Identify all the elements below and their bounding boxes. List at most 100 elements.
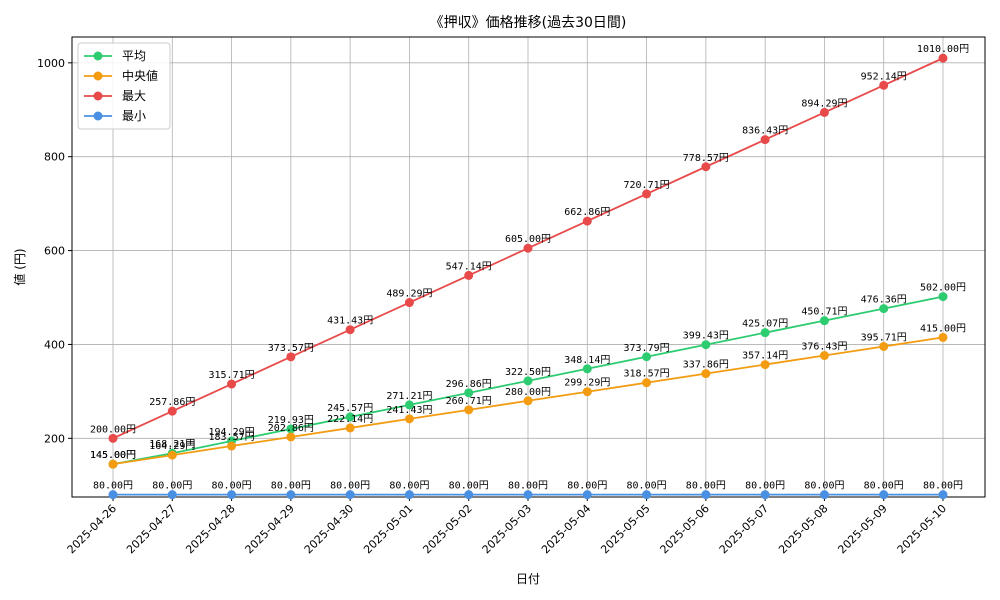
data-label: 80.00円	[152, 481, 192, 492]
y-axis-label: 値 (円)	[12, 248, 27, 285]
data-point	[760, 360, 770, 370]
data-label: 315.71円	[209, 370, 255, 381]
data-label: 373.57円	[268, 343, 314, 354]
x-tick-label: 2025-05-03	[480, 502, 534, 556]
data-point	[938, 332, 948, 342]
data-point	[345, 423, 355, 433]
data-label: 720.71円	[624, 180, 670, 191]
data-point	[345, 490, 355, 500]
y-tick-label: 1000	[37, 57, 65, 70]
data-label: 80.00円	[627, 481, 667, 492]
legend-entry-label: 平均	[122, 49, 146, 63]
data-label: 80.00円	[212, 481, 252, 492]
x-tick-label: 2025-05-06	[658, 502, 712, 556]
data-point	[464, 405, 474, 415]
data-point	[108, 490, 118, 500]
y-tick-label: 600	[44, 245, 65, 258]
data-point	[701, 162, 711, 172]
data-label: 80.00円	[567, 481, 607, 492]
data-label: 357.14円	[742, 351, 788, 362]
data-label: 80.00円	[923, 481, 963, 492]
data-point	[286, 352, 296, 362]
x-axis-label: 日付	[516, 572, 540, 586]
data-label: 476.36円	[861, 295, 907, 306]
data-point	[642, 378, 652, 388]
data-label: 299.29円	[564, 378, 610, 389]
data-label: 399.43円	[683, 331, 729, 342]
data-label: 778.57円	[683, 153, 729, 164]
data-label: 80.00円	[330, 481, 370, 492]
data-label: 450.71円	[801, 307, 847, 318]
data-label: 547.14円	[446, 261, 492, 272]
x-tick-label: 2025-04-29	[243, 502, 297, 556]
data-point	[286, 490, 296, 500]
data-point	[879, 80, 889, 90]
data-point	[879, 341, 889, 351]
data-label: 80.00円	[864, 481, 904, 492]
data-point	[404, 400, 414, 410]
x-tick-label: 2025-05-10	[895, 502, 949, 556]
data-point	[582, 364, 592, 374]
legend-swatch-marker	[93, 91, 103, 101]
data-label: 260.71円	[446, 396, 492, 407]
data-point	[523, 243, 533, 253]
chart-title: 《押収》価格推移(過去30日間)	[430, 15, 627, 31]
data-label: 605.00円	[505, 234, 551, 245]
y-tick-label: 400	[44, 338, 65, 351]
data-point	[642, 189, 652, 199]
data-label: 194.29円	[209, 427, 255, 438]
data-label: 80.00円	[93, 481, 133, 492]
data-point	[404, 414, 414, 424]
data-label: 348.14円	[564, 355, 610, 366]
data-point	[938, 53, 948, 63]
data-point	[701, 490, 711, 500]
data-label: 376.43円	[801, 342, 847, 353]
data-label: 337.86円	[683, 360, 729, 371]
data-point	[760, 135, 770, 145]
x-tick-label: 2025-05-05	[598, 502, 652, 556]
data-label: 280.00円	[505, 387, 551, 398]
data-label: 80.00円	[449, 481, 489, 492]
data-point	[760, 490, 770, 500]
data-label: 80.00円	[271, 481, 311, 492]
data-point	[464, 490, 474, 500]
legend-entry-label: 中央値	[122, 68, 158, 83]
data-label: 164.29円	[149, 441, 195, 452]
data-point	[227, 490, 237, 500]
series-4	[108, 490, 948, 500]
data-point	[404, 490, 414, 500]
x-tick-label: 2025-04-30	[302, 502, 356, 556]
legend-entry-label: 最小	[122, 109, 146, 123]
series	[108, 53, 948, 500]
data-label: 80.00円	[389, 481, 429, 492]
data-label: 145.00円	[90, 450, 136, 461]
x-tick-label: 2025-05-08	[776, 502, 830, 556]
data-point	[108, 433, 118, 443]
x-tick-label: 2025-05-01	[361, 502, 415, 556]
x-tick-label: 2025-05-07	[717, 502, 771, 556]
data-point	[227, 379, 237, 389]
data-point	[938, 490, 948, 500]
data-point	[167, 406, 177, 416]
data-point	[167, 450, 177, 460]
data-label: 80.00円	[508, 481, 548, 492]
data-label: 168.21円	[149, 439, 195, 450]
y-tick-label: 800	[44, 151, 65, 164]
data-point	[819, 351, 829, 361]
data-label: 271.21円	[386, 391, 432, 402]
data-point	[938, 292, 948, 302]
data-point	[701, 340, 711, 350]
data-label: 219.93円	[268, 415, 314, 426]
legend-swatch-marker	[93, 111, 103, 121]
data-label: 425.07円	[742, 319, 788, 330]
data-label: 894.29円	[801, 98, 847, 109]
data-point	[523, 490, 533, 500]
data-point	[879, 304, 889, 314]
data-label: 318.57円	[624, 369, 670, 380]
data-point	[642, 352, 652, 362]
legend-swatch-marker	[93, 71, 103, 81]
data-point	[642, 490, 652, 500]
data-point	[404, 298, 414, 308]
data-point	[582, 216, 592, 226]
